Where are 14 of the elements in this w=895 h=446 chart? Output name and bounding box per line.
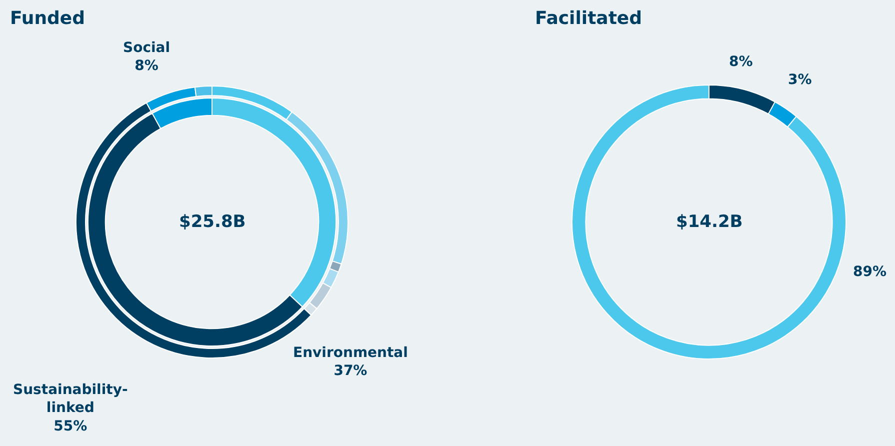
chart-title: Funded (10, 8, 86, 29)
slice-label: Environmental (293, 345, 408, 361)
text: $25.8B (179, 212, 246, 232)
data-label: 55% (54, 418, 88, 434)
chart-title: Facilitated (535, 8, 642, 29)
data-label: 89% (853, 264, 887, 280)
data-label: 8% (729, 54, 753, 70)
data-label: 37% (334, 363, 368, 380)
text: $14.2B (676, 212, 743, 232)
slice-label: Sustainability-linked (13, 382, 128, 416)
data-label: 8% (134, 58, 158, 74)
slice-label: Social (123, 40, 170, 56)
donut-slice (572, 84, 846, 360)
data-label: 3% (788, 72, 812, 88)
